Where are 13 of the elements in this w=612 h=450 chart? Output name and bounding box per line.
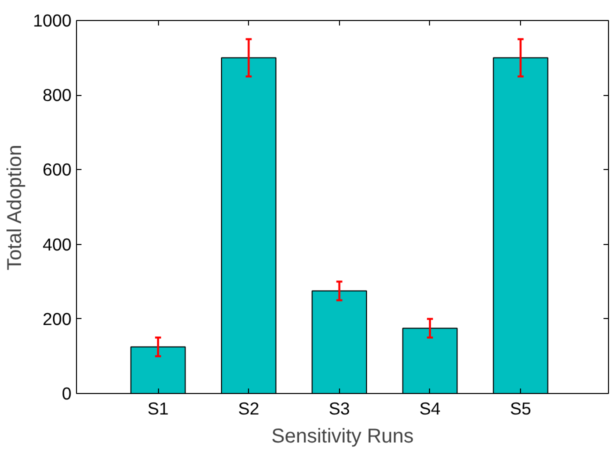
y-tick-label: 800 bbox=[42, 85, 72, 106]
y-tick-label: 600 bbox=[42, 160, 72, 180]
x-axis-title: Sensitivity Runs bbox=[271, 426, 414, 448]
y-axis-title: Total Adoption bbox=[4, 144, 26, 270]
x-tick-label: S5 bbox=[510, 398, 532, 418]
x-tick-label: S4 bbox=[419, 398, 441, 418]
y-tick-label: 400 bbox=[42, 234, 72, 254]
y-tick-label: 0 bbox=[62, 384, 72, 404]
x-tick-label: S1 bbox=[147, 398, 169, 418]
x-tick-label: S3 bbox=[328, 398, 350, 418]
y-tick-label: 200 bbox=[42, 308, 72, 329]
x-tick-label: S2 bbox=[238, 398, 260, 418]
y-tick-label: 1000 bbox=[32, 10, 72, 30]
